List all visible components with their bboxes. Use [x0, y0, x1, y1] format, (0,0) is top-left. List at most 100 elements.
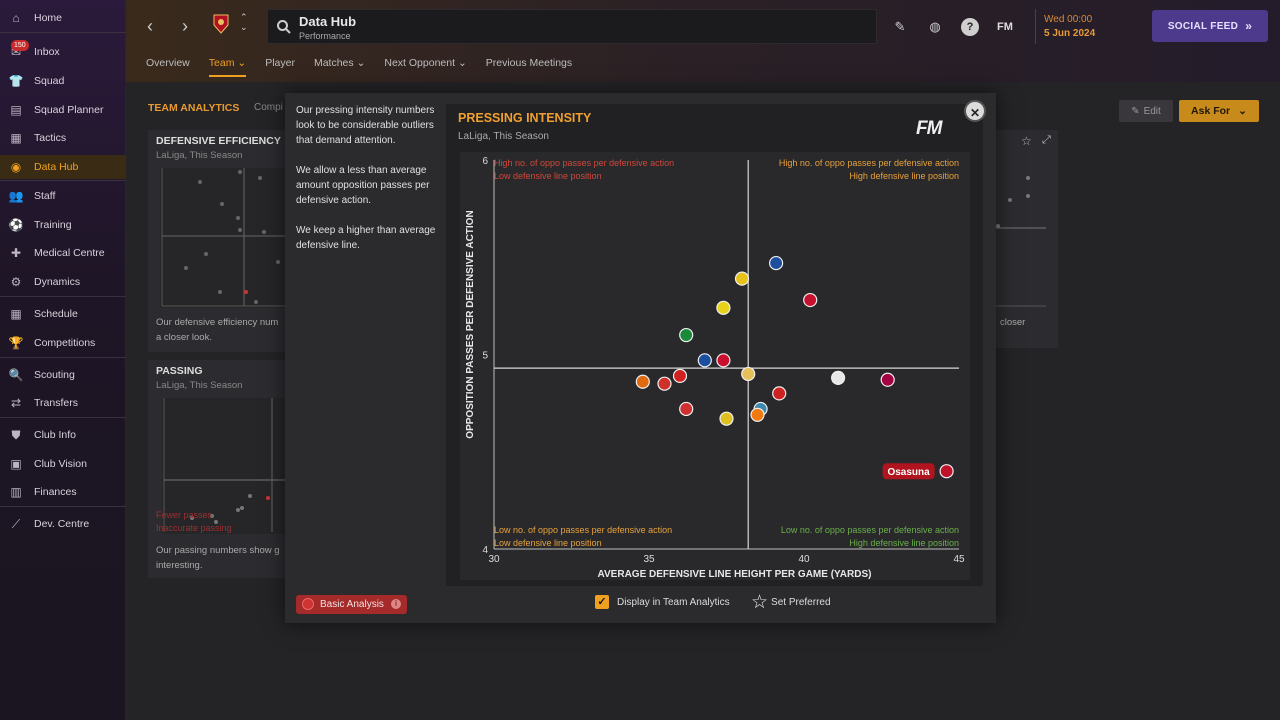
- club-crest-point: [635, 374, 650, 389]
- sidebar-item-label: Squad Planner: [34, 104, 104, 116]
- sidebar-item-data-hub[interactable]: ◉ Data Hub: [0, 155, 126, 179]
- card-title: PASSING: [156, 365, 203, 377]
- chevron-down-icon: ⌄: [457, 57, 467, 69]
- expand-icon[interactable]: ⤢: [1042, 134, 1051, 146]
- sidebar-divider: [0, 32, 126, 33]
- analysis-status-icon: [302, 598, 314, 610]
- sidebar-item-label: Club Info: [34, 429, 77, 441]
- tab-team[interactable]: Team ⌄: [208, 57, 247, 77]
- sidebar-item-club-info[interactable]: ⛊ Club Info: [0, 423, 126, 447]
- passing-card[interactable]: PASSING LaLiga, This Season Fewer passes…: [148, 360, 288, 578]
- sidebar-item-finances[interactable]: ▥ Finances: [0, 480, 126, 504]
- sidebar-item-label: Data Hub: [34, 161, 79, 173]
- star-icon[interactable]: ☆: [1021, 134, 1032, 148]
- club-crest-point: [657, 376, 672, 391]
- sidebar-item-label: Medical Centre: [34, 247, 105, 259]
- quadrant-label-bottom-left: Low defensive line position: [494, 538, 602, 548]
- tab-previous-meetings[interactable]: Previous Meetings: [485, 57, 573, 69]
- highlight-label: Osasuna: [887, 467, 930, 478]
- search-box[interactable]: Data Hub Performance: [267, 9, 877, 44]
- sidebar-item-label: Competitions: [34, 337, 96, 349]
- sidebar-item-scouting[interactable]: 🔍 Scouting: [0, 363, 126, 387]
- right-mini-plot: [996, 176, 1046, 307]
- shield-icon: ⛊: [11, 427, 21, 442]
- social-feed-button[interactable]: SOCIAL FEED »: [1152, 10, 1268, 42]
- sidebar-item-training[interactable]: ⚽ Training: [0, 213, 126, 237]
- sidebar-item-label: Schedule: [34, 308, 78, 320]
- card-title: DEFENSIVE EFFICIENCY: [156, 135, 281, 147]
- sidebar-item-squad[interactable]: 👕 Squad: [0, 69, 126, 93]
- sidebar-item-label: Club Vision: [34, 458, 87, 470]
- dynamics-icon: ⚙: [10, 275, 22, 289]
- tab-overview[interactable]: Overview: [146, 57, 190, 69]
- sidebar-item-transfers[interactable]: ⇄ Transfers: [0, 391, 126, 415]
- sidebar-item-competitions[interactable]: 🏆 Competitions: [0, 331, 126, 355]
- card-subtitle: LaLiga, This Season: [156, 380, 243, 391]
- sidebar-item-club-vision[interactable]: ▣ Club Vision: [0, 452, 126, 476]
- card-text: Our passing numbers show g: [156, 545, 280, 556]
- set-preferred-button[interactable]: ☆ Set Preferred: [751, 593, 831, 612]
- defensive-mini-plot: [160, 168, 288, 308]
- sidebar-item-schedule[interactable]: ▦ Schedule: [0, 302, 126, 326]
- globe-icon[interactable]: ◍: [929, 19, 941, 34]
- club-crest-point: [734, 271, 750, 286]
- inbox-icon: ✉ 150: [8, 40, 29, 59]
- x-axis-label: AVERAGE DEFENSIVE LINE HEIGHT PER GAME (…: [598, 569, 872, 580]
- chart-subtitle: LaLiga, This Season: [458, 131, 549, 142]
- highlight-label-background: [882, 463, 935, 480]
- right-card[interactable]: closer: [996, 130, 1058, 348]
- tab-next-opponent[interactable]: Next Opponent ⌄: [384, 57, 466, 77]
- help-icon[interactable]: ?: [961, 18, 979, 36]
- inbox-badge: 150: [11, 40, 29, 51]
- sidebar-item-dev-centre[interactable]: ⟋ Dev. Centre: [0, 512, 126, 536]
- medical-icon: ✚: [10, 246, 22, 260]
- training-icon: ⚽: [8, 218, 24, 232]
- card-text: a closer look.: [156, 332, 212, 343]
- defensive-efficiency-card[interactable]: DEFENSIVE EFFICIENCY LaLiga, This Season…: [148, 130, 288, 352]
- sidebar-item-home[interactable]: ⌂ Home: [0, 6, 126, 30]
- tab-matches[interactable]: Matches ⌄: [314, 57, 365, 77]
- y-axis-label: OPPOSITION PASSES PER DEFENSIVE ACTION: [465, 210, 476, 438]
- pencil-icon[interactable]: ✎: [894, 19, 906, 34]
- tab-label: Team: [208, 57, 235, 69]
- sidebar-item-inbox[interactable]: ✉ 150 Inbox: [0, 40, 126, 64]
- back-arrow-icon[interactable]: ‹: [147, 16, 153, 36]
- chart-panel: 30 35 40 45 4 5 6 AVERAGE DEFENSIVE LINE HEIGHT…: [446, 104, 983, 586]
- forward-arrow-icon[interactable]: ›: [182, 16, 188, 36]
- sidebar-item-medical-centre[interactable]: ✚ Medical Centre: [0, 241, 126, 265]
- card-text: Our defensive efficiency num: [156, 317, 279, 328]
- display-in-team-analytics-checkbox[interactable]: ✓ Display in Team Analytics: [595, 595, 730, 609]
- y-tick-label: 6: [482, 156, 488, 167]
- club-switch-icon[interactable]: ⌃ ⌄: [240, 12, 248, 32]
- sidebar-item-label: Transfers: [34, 397, 78, 409]
- analysis-paragraph: We allow a less than average amount oppo…: [296, 165, 430, 206]
- ask-for-button[interactable]: Ask For ⌄: [1179, 100, 1259, 122]
- sidebar-item-label: Home: [34, 12, 63, 24]
- squad-icon: 👕: [8, 74, 24, 88]
- date-display[interactable]: Wed 00:00 5 Jun 2024: [1035, 9, 1140, 44]
- club-crest-icon[interactable]: [212, 12, 230, 34]
- club-crest-point: [697, 353, 712, 368]
- sidebar-divider: [0, 296, 126, 297]
- club-crest-point: [679, 401, 694, 417]
- close-button[interactable]: ✕: [964, 100, 986, 122]
- edit-button[interactable]: ✎ Edit: [1119, 100, 1173, 122]
- sidebar-item-staff[interactable]: 👥 Staff: [0, 184, 126, 208]
- basic-analysis-button[interactable]: Basic Analysis i: [296, 595, 407, 614]
- fm-menu-button[interactable]: FM: [997, 21, 1013, 33]
- sidebar-item-dynamics[interactable]: ⚙ Dynamics: [0, 270, 126, 294]
- tab-player[interactable]: Player: [265, 57, 295, 69]
- sidebar-item-squad-planner[interactable]: ▤ Squad Planner: [0, 98, 126, 122]
- club-crest-point: [880, 372, 895, 387]
- page-subtitle: Performance: [299, 31, 351, 41]
- x-tick-label: 45: [953, 554, 965, 565]
- schedule-icon: ▦: [10, 307, 22, 321]
- sidebar-divider: [0, 180, 126, 181]
- checkmark-icon: ✓: [595, 595, 609, 609]
- quadrant-label-bottom-left: Low no. of oppo passes per defensive act…: [494, 525, 672, 535]
- date-time: Wed 00:00: [1044, 14, 1093, 25]
- sidebar-item-tactics[interactable]: ▦ Tactics: [0, 126, 126, 150]
- club-crest-point: [672, 368, 688, 383]
- analysis-paragraph: We keep a higher than average defensive …: [296, 225, 436, 251]
